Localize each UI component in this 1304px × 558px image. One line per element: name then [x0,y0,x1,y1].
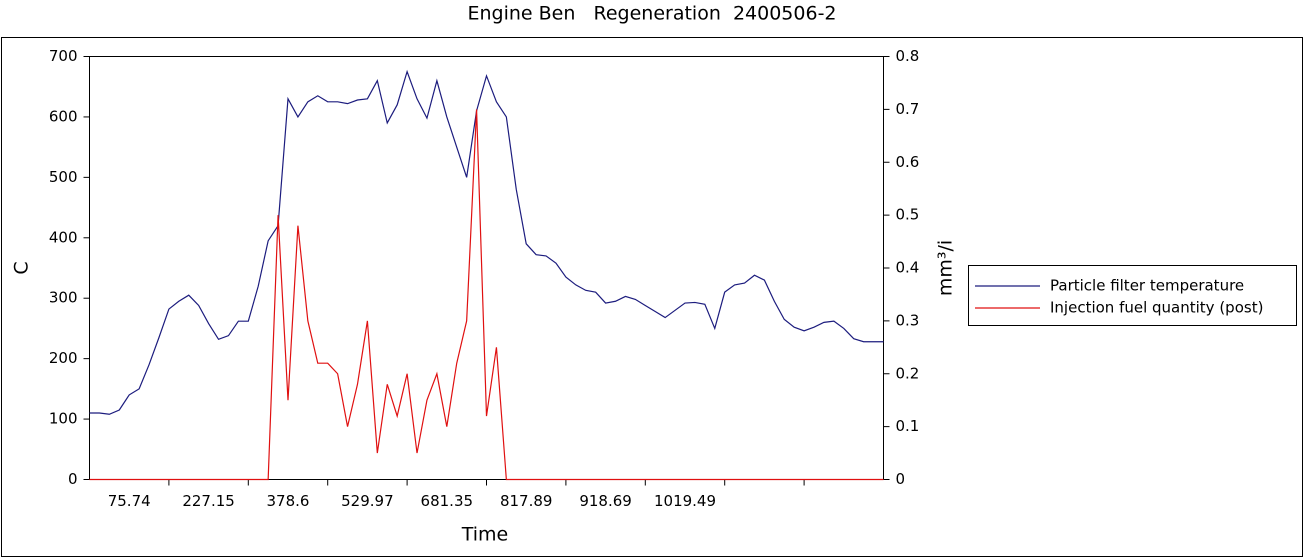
series-line [89,109,884,481]
legend-label: Particle filter temperature [1050,277,1244,295]
y-tick-label: 400 [49,228,78,246]
y-tick-label: 100 [49,410,78,428]
y-tick-label: 700 [49,47,78,65]
y2-axis-label: mm³/i [935,240,957,296]
y2-tick-label: 0.7 [896,100,920,118]
legend-label: Injection fuel quantity (post) [1050,299,1263,317]
y-tick-label: 500 [49,168,78,186]
x-tick-label: 529.97 [341,492,394,510]
x-axis-label: Time [461,524,509,546]
y2-tick-label: 0.4 [896,259,920,277]
y2-tick-label: 0.8 [896,47,920,65]
x-tick-label: 918.69 [579,492,632,510]
y2-tick-label: 0.3 [896,311,920,329]
y-axis-label: C [11,261,33,274]
x-tick-label: 817.89 [500,492,553,510]
y2-tick-label: 0.1 [896,417,920,435]
y-tick-label: 300 [49,289,78,307]
y2-tick-label: 0.5 [896,206,920,224]
x-tick-label: 1019.49 [654,492,716,510]
y2-tick-label: 0.2 [896,364,920,382]
legend [968,265,1297,326]
x-tick-label: 227.15 [182,492,235,510]
frame [1,37,1303,557]
y-tick-label: 200 [49,349,78,367]
y-tick-label: 600 [49,107,78,125]
y2-tick-label: 0 [896,470,906,488]
x-tick-label: 378.6 [267,492,310,510]
x-tick-label: 75.74 [108,492,151,510]
x-tick-label: 681.35 [421,492,474,510]
y-tick-label: 0 [68,470,78,488]
chart-title: Engine Ben Regeneration 2400506-2 [467,3,836,25]
series-line [89,69,884,415]
y2-tick-label: 0.6 [896,153,920,171]
